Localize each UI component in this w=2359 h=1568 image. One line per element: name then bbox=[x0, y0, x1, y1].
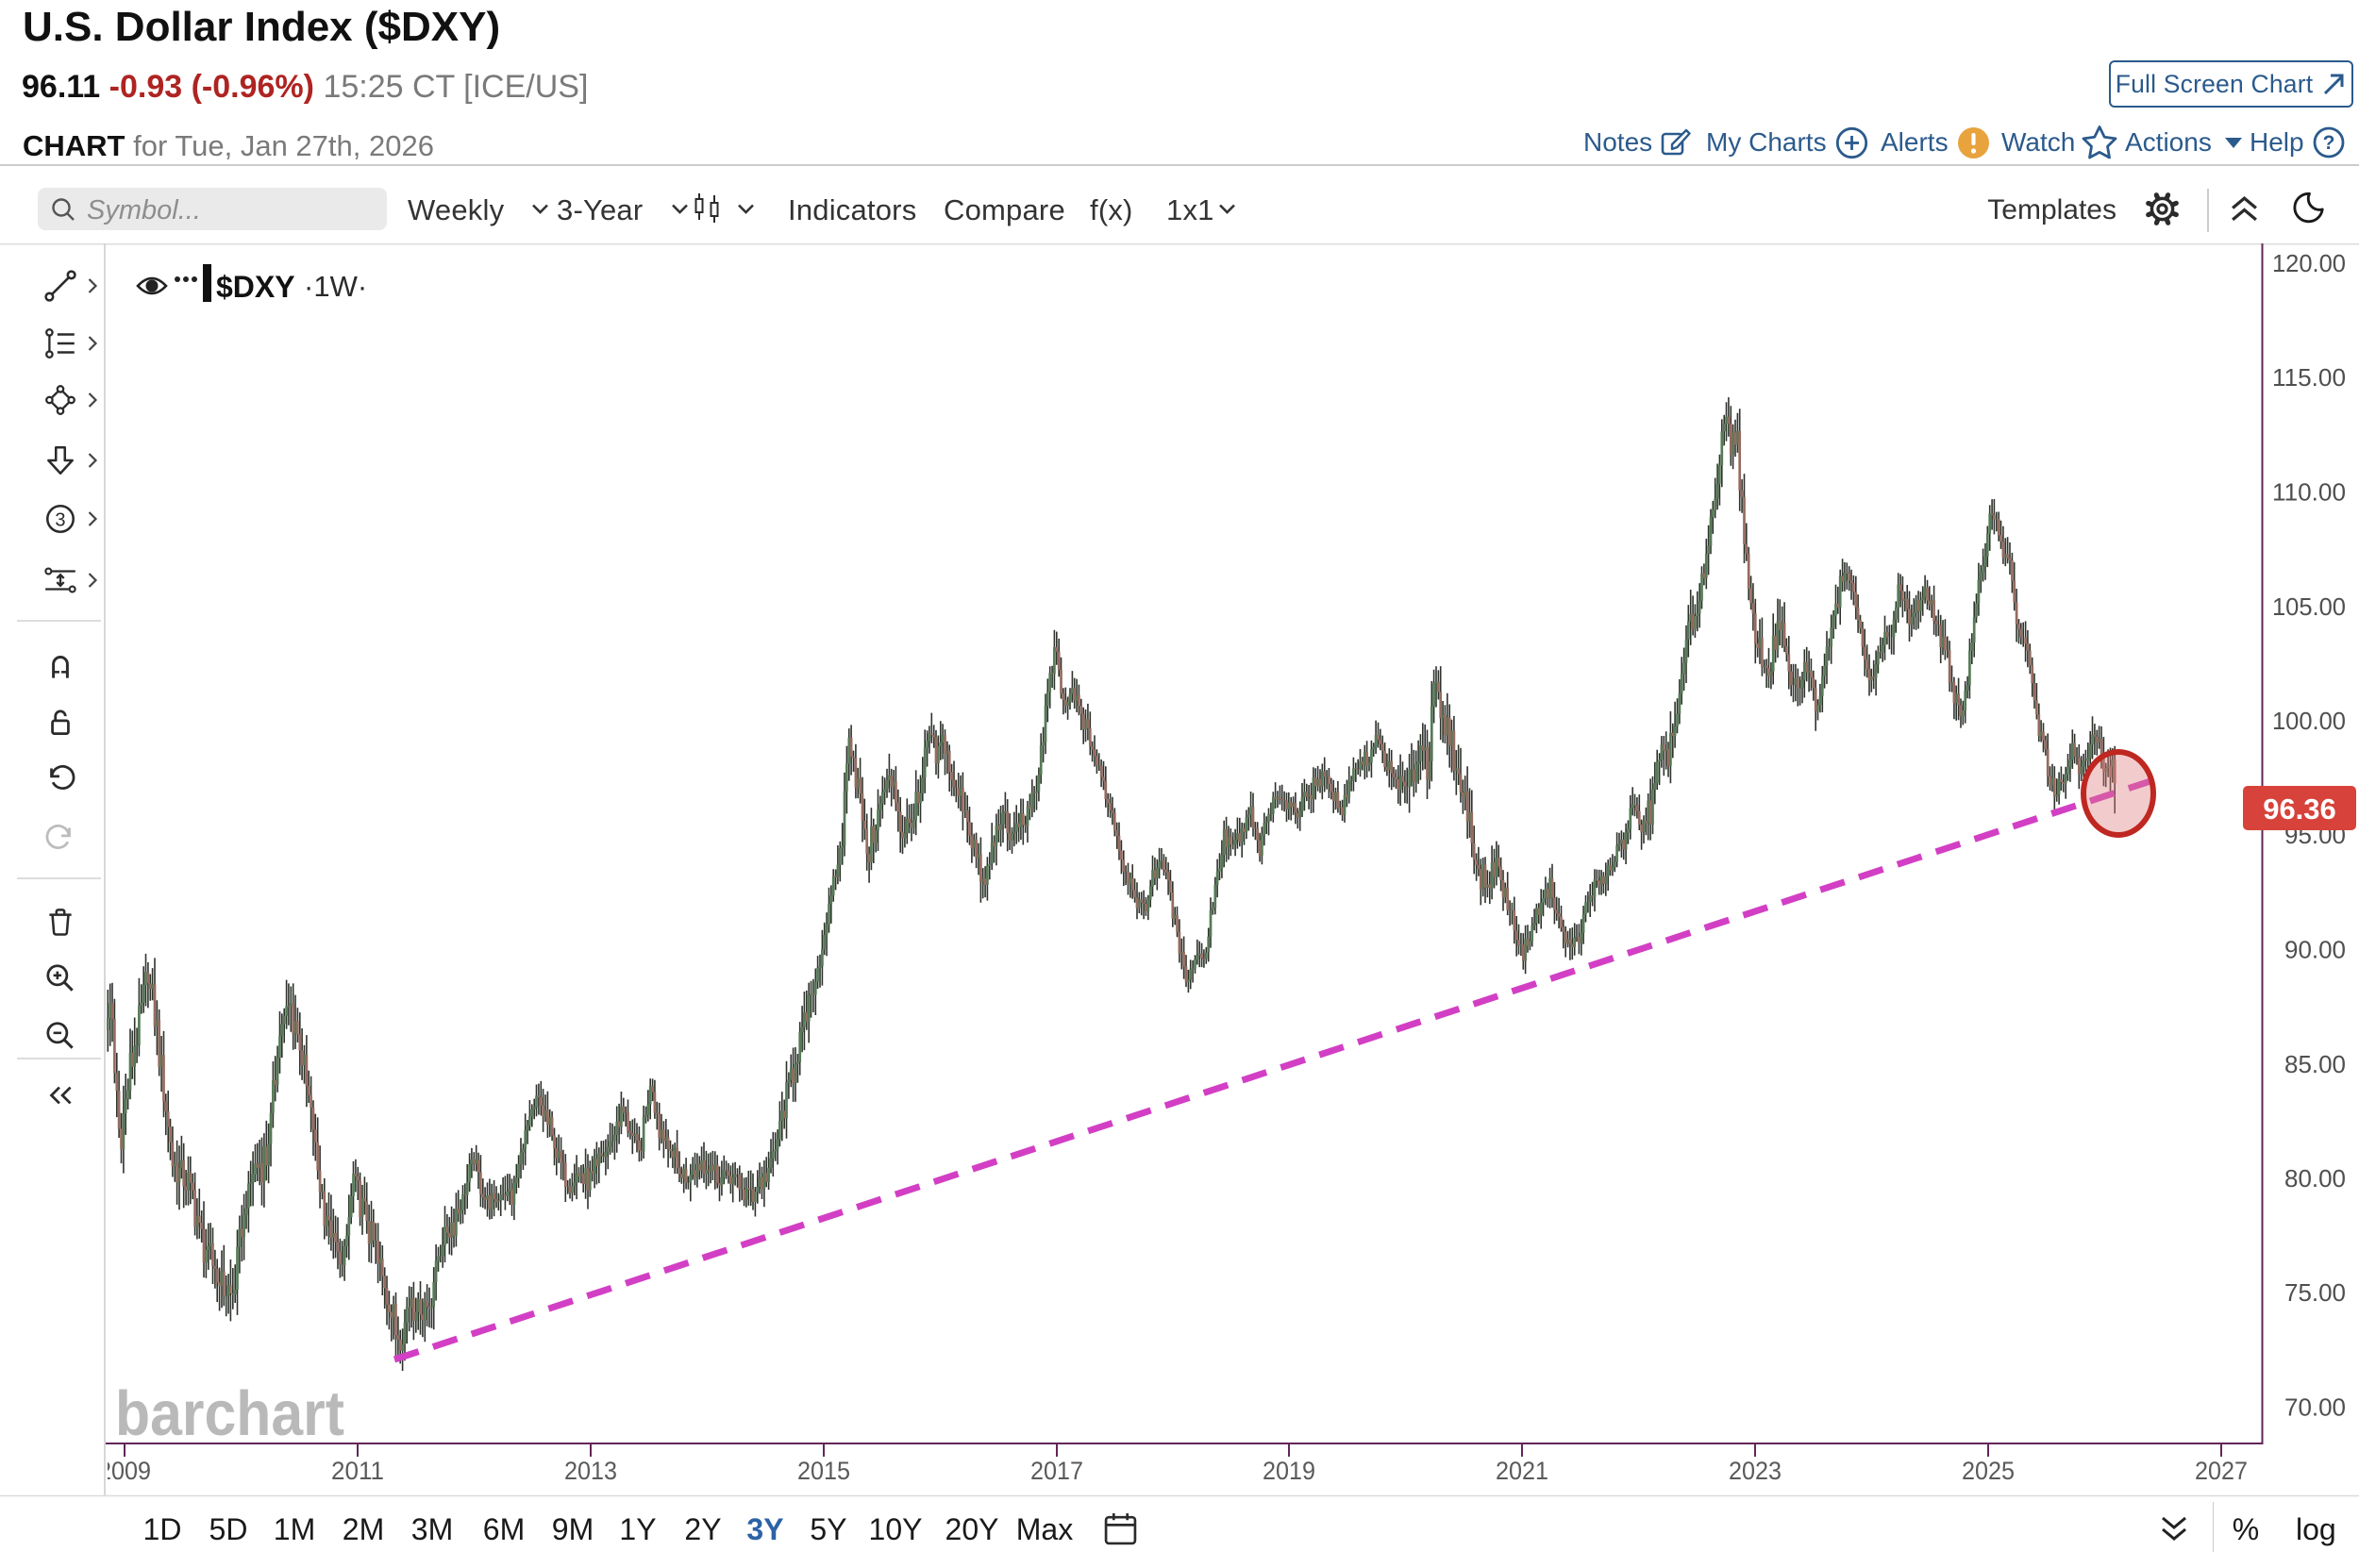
svg-text:2021: 2021 bbox=[1496, 1457, 1548, 1485]
svg-text:105.00: 105.00 bbox=[2272, 592, 2346, 621]
svg-text:2023: 2023 bbox=[1729, 1457, 1782, 1485]
svg-text:80.00: 80.00 bbox=[2284, 1164, 2346, 1193]
svg-text:70.00: 70.00 bbox=[2284, 1393, 2346, 1422]
svg-text:115.00: 115.00 bbox=[2272, 363, 2346, 392]
svg-text:2013: 2013 bbox=[564, 1457, 617, 1485]
svg-text:?: ? bbox=[2322, 132, 2334, 154]
svg-text:85.00: 85.00 bbox=[2284, 1050, 2346, 1078]
svg-text:2025: 2025 bbox=[1962, 1457, 2015, 1485]
svg-text:$DXY: $DXY bbox=[216, 270, 295, 304]
svg-text:2019: 2019 bbox=[1263, 1457, 1315, 1485]
svg-text:120.00: 120.00 bbox=[2272, 249, 2346, 277]
svg-text:110.00: 110.00 bbox=[2272, 478, 2346, 507]
svg-text:barchart: barchart bbox=[115, 1378, 344, 1449]
svg-text:2009: 2009 bbox=[98, 1457, 151, 1485]
svg-text:90.00: 90.00 bbox=[2284, 936, 2346, 964]
svg-text:2015: 2015 bbox=[797, 1457, 850, 1485]
svg-text:2027: 2027 bbox=[2195, 1457, 2248, 1485]
svg-text:2017: 2017 bbox=[1030, 1457, 1083, 1485]
svg-text:100.00: 100.00 bbox=[2272, 707, 2346, 735]
svg-text:96.36: 96.36 bbox=[2263, 792, 2336, 826]
svg-text:3: 3 bbox=[55, 509, 65, 530]
svg-text:·1W·: ·1W· bbox=[304, 270, 367, 303]
svg-text:2011: 2011 bbox=[331, 1457, 384, 1485]
svg-text:75.00: 75.00 bbox=[2284, 1278, 2346, 1307]
